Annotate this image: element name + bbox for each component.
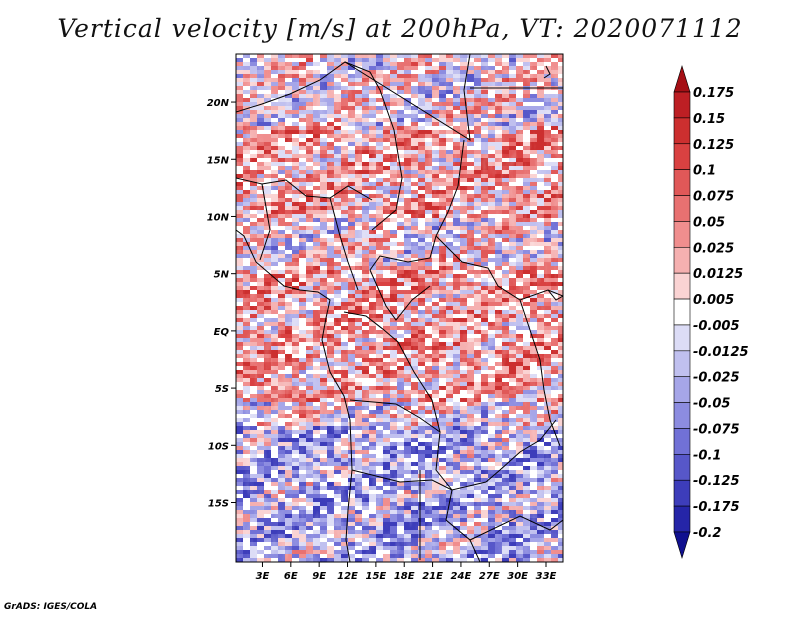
chart-title: Vertical velocity [m/s] at 200hPa, VT: 2… (57, 14, 743, 43)
map-area (236, 54, 563, 562)
